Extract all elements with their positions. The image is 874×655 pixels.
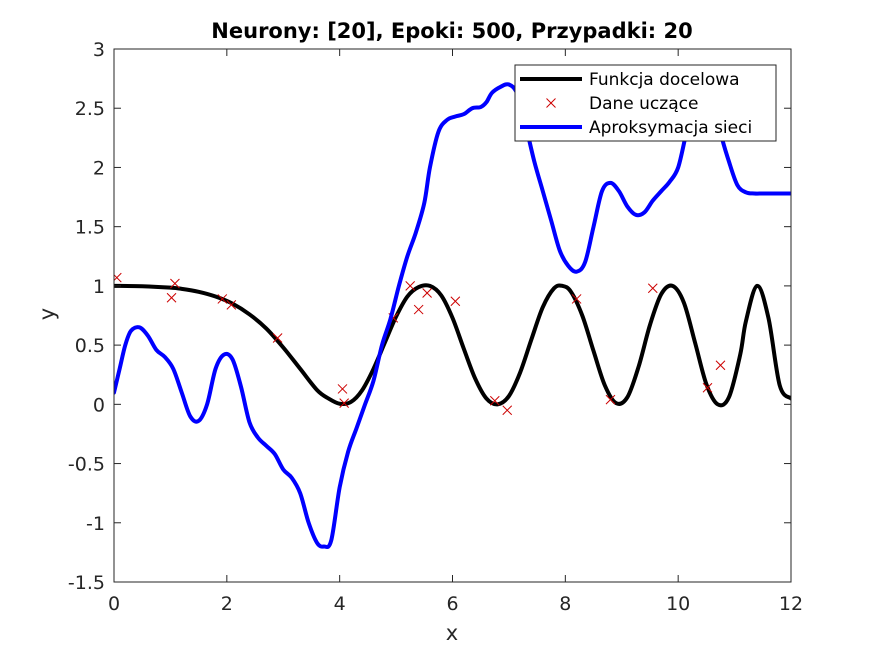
y-axis-label: y [35, 308, 59, 320]
x-axis-label: x [446, 621, 458, 645]
data-point [605, 394, 616, 405]
y-tick-label: -1 [86, 513, 105, 535]
legend-label: Aproksymacja sieci [589, 118, 752, 138]
x-tick-label: 2 [221, 593, 233, 615]
x-tick-label: 8 [559, 593, 571, 615]
data-point [405, 281, 416, 291]
data-point [422, 288, 432, 298]
series-line-0 [114, 283, 791, 408]
data-point [450, 296, 461, 307]
y-tick-label: 2.5 [75, 98, 105, 120]
data-point [272, 333, 283, 343]
legend-entry: Funkcja docelowa [520, 70, 740, 90]
data-point [413, 304, 424, 315]
data-point [217, 294, 228, 304]
data-point [226, 299, 237, 310]
x-tick-label: 6 [446, 593, 458, 615]
data-point [502, 405, 513, 416]
y-tick-label: 3 [93, 39, 105, 61]
data-point [114, 272, 122, 283]
x-tick-label: 0 [108, 593, 120, 615]
y-ticks: -1.5 -1 -0.5 0 0.5 1 1.5 2 2.5 3 [68, 39, 791, 594]
y-tick-label: -0.5 [68, 454, 105, 476]
series-layer [114, 79, 791, 550]
data-point [715, 360, 726, 371]
data-point [170, 278, 180, 289]
legend-marker [546, 98, 556, 108]
x-tick-label: 10 [666, 593, 690, 615]
y-tick-label: 1.5 [75, 217, 105, 239]
data-point [337, 384, 348, 394]
y-tick-label: 0.5 [75, 335, 105, 357]
data-point [647, 283, 658, 294]
y-tick-label: 1 [93, 276, 105, 298]
x-tick-label: 4 [334, 593, 346, 615]
data-point [489, 395, 500, 406]
data-point [339, 398, 350, 409]
x-ticks: 0 2 4 6 8 10 12 [108, 49, 803, 615]
legend-label: Dane uczące [589, 94, 698, 114]
legend-entry: Dane uczące [546, 94, 698, 114]
legend: Funkcja docelowa Dane uczące Aproksymacja … [514, 64, 777, 142]
legend-label: Funkcja docelowa [589, 70, 740, 90]
data-point [702, 382, 713, 393]
series-line-2 [114, 79, 791, 550]
data-point [571, 294, 582, 304]
data-point [166, 292, 177, 303]
y-tick-label: -1.5 [68, 572, 105, 594]
chart-title: Neurony: [20], Epoki: 500, Przypadki: 20 [211, 19, 692, 43]
y-tick-label: 2 [93, 157, 105, 179]
legend-entry: Aproksymacja sieci [520, 118, 752, 138]
x-tick-label: 12 [779, 593, 803, 615]
y-tick-label: 0 [93, 394, 105, 416]
